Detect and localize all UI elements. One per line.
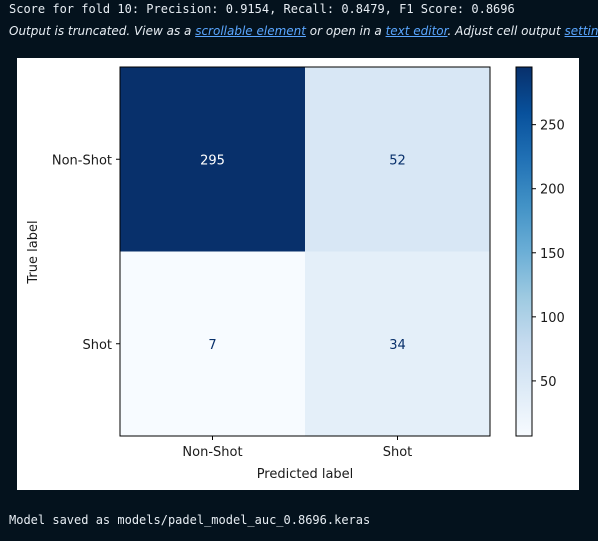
y-axis-label: True label <box>26 220 41 284</box>
truncation-suffix: . Adjust cell output <box>447 24 565 38</box>
scrollable-element-link[interactable]: scrollable element <box>195 24 306 38</box>
cell-value-labels: 295 52 7 34 <box>200 153 406 353</box>
score-output-line: Score for fold 10: Precision: 0.9154, Re… <box>9 2 515 16</box>
axis-ticks: Non-Shot Shot Non-Shot Shot <box>52 153 412 460</box>
truncation-notice: Output is truncated. View as a scrollabl… <box>9 23 598 39</box>
truncation-middle: or open in a <box>305 24 386 38</box>
confusion-matrix-figure: 295 52 7 34 Non-Shot Shot Non-Shot Shot Predic… <box>17 58 579 490</box>
text-editor-link[interactable]: text editor <box>385 24 448 38</box>
confusion-matrix-svg: 295 52 7 34 Non-Shot Shot Non-Shot Shot Predic… <box>26 66 565 482</box>
heatmap-frame <box>119 66 491 437</box>
heatmap-cell <box>305 67 490 252</box>
colorbar <box>515 66 533 437</box>
heatmap-cells <box>120 67 490 436</box>
colorbar-tick-label: 200 <box>540 183 565 198</box>
x-tick-label: Non-Shot <box>182 445 242 460</box>
cell-value-label: 7 <box>208 338 216 353</box>
colorbar-ticks: 50 100 150 200 250 <box>532 119 565 390</box>
colorbar-tick-label: 100 <box>540 311 565 326</box>
colorbar-tick-label: 250 <box>540 119 565 134</box>
heatmap-cell <box>305 251 490 436</box>
model-saved-line: Model saved as models/padel_model_auc_0.… <box>9 513 371 527</box>
truncation-prefix: Output is truncated. View as a <box>9 24 196 38</box>
colorbar-tick-label: 150 <box>540 247 565 262</box>
cell-value-label: 34 <box>389 338 406 353</box>
y-tick-label: Shot <box>82 338 112 353</box>
settings-link[interactable]: settings <box>564 24 598 38</box>
cell-value-label: 52 <box>389 153 406 168</box>
x-tick-label: Shot <box>383 445 413 460</box>
x-axis-label: Predicted label <box>257 467 354 482</box>
colorbar-tick-label: 50 <box>540 375 557 390</box>
cell-value-label: 295 <box>200 153 225 168</box>
heatmap-cell <box>120 67 305 252</box>
heatmap-cell <box>120 251 305 436</box>
y-tick-label: Non-Shot <box>52 153 112 168</box>
